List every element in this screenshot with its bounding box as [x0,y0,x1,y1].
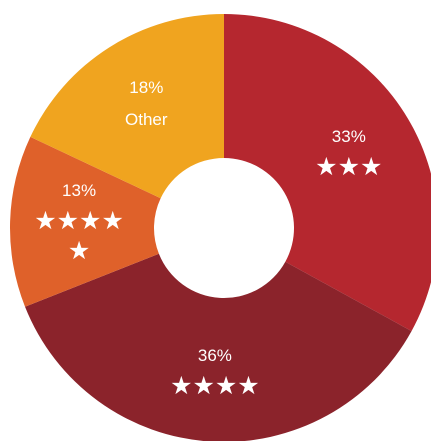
slice-label: 18% Other [125,77,168,135]
slice-label: 36% ★★★★ [169,345,261,401]
donut-slice [30,14,225,199]
percent-label: 36% [197,345,232,365]
percent-label: 13% [62,181,97,201]
donut-slice [224,14,431,332]
category-label: ★★★★★ [34,206,124,266]
donut-slice [25,253,412,441]
category-label: ★★★★ [170,370,260,400]
slice-label: 33% ★★★ [303,126,395,182]
category-label: ★★★ [315,152,383,182]
slice-label: 13% ★★★★★ [33,180,125,266]
percent-label: 18% [129,77,164,97]
category-label: Other [125,109,168,129]
donut-slice [10,136,161,307]
percent-label: 33% [331,127,366,147]
